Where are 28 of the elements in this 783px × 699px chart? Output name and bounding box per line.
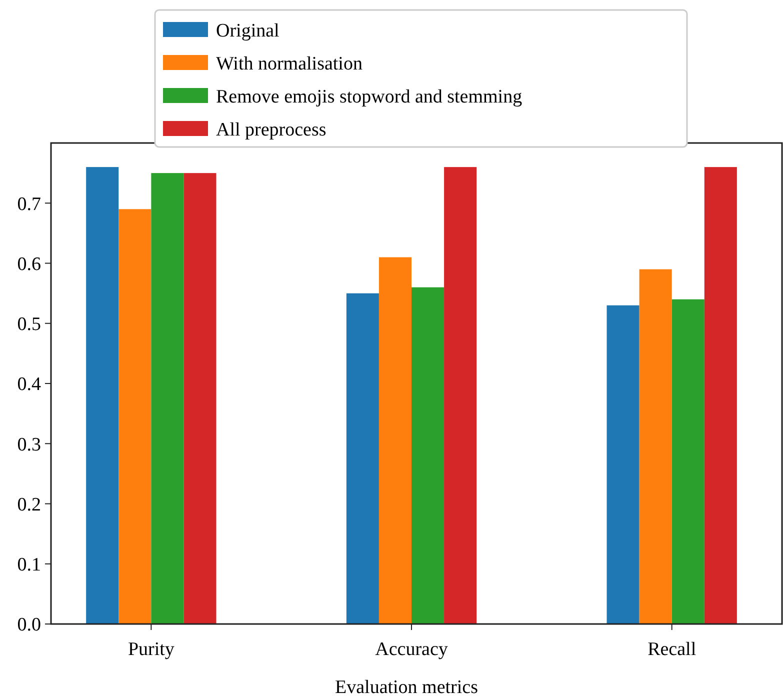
bar	[444, 167, 477, 624]
y-tick-label: 0.6	[17, 254, 41, 275]
legend-label: With normalisation	[216, 54, 363, 75]
bar	[606, 305, 640, 624]
bar	[118, 209, 152, 624]
bar	[346, 293, 379, 624]
x-tick-label: Accuracy	[375, 639, 448, 660]
x-axis-title: Evaluation metrics	[335, 677, 478, 698]
bar	[704, 167, 737, 624]
x-tick-label: Purity	[128, 639, 175, 660]
legend-label: Original	[216, 20, 280, 42]
legend-label: Remove emojis stopword and stemming	[216, 86, 523, 108]
y-tick-label: 0.3	[17, 434, 41, 456]
x-tick-label: Recall	[648, 639, 696, 660]
y-tick-label: 0.4	[17, 374, 42, 396]
y-tick-label: 0.1	[17, 554, 41, 576]
bar	[412, 287, 444, 624]
bar	[672, 299, 704, 624]
bar	[639, 269, 672, 624]
bar	[151, 173, 184, 624]
y-tick-label: 0.5	[17, 314, 41, 336]
y-tick-label: 0.7	[17, 194, 41, 215]
bar	[184, 173, 216, 624]
y-tick-label: 0.0	[17, 614, 41, 636]
y-tick-label: 0.2	[17, 494, 41, 516]
legend-label: All preprocess	[216, 120, 326, 141]
bar	[86, 167, 119, 624]
bar	[378, 257, 412, 624]
